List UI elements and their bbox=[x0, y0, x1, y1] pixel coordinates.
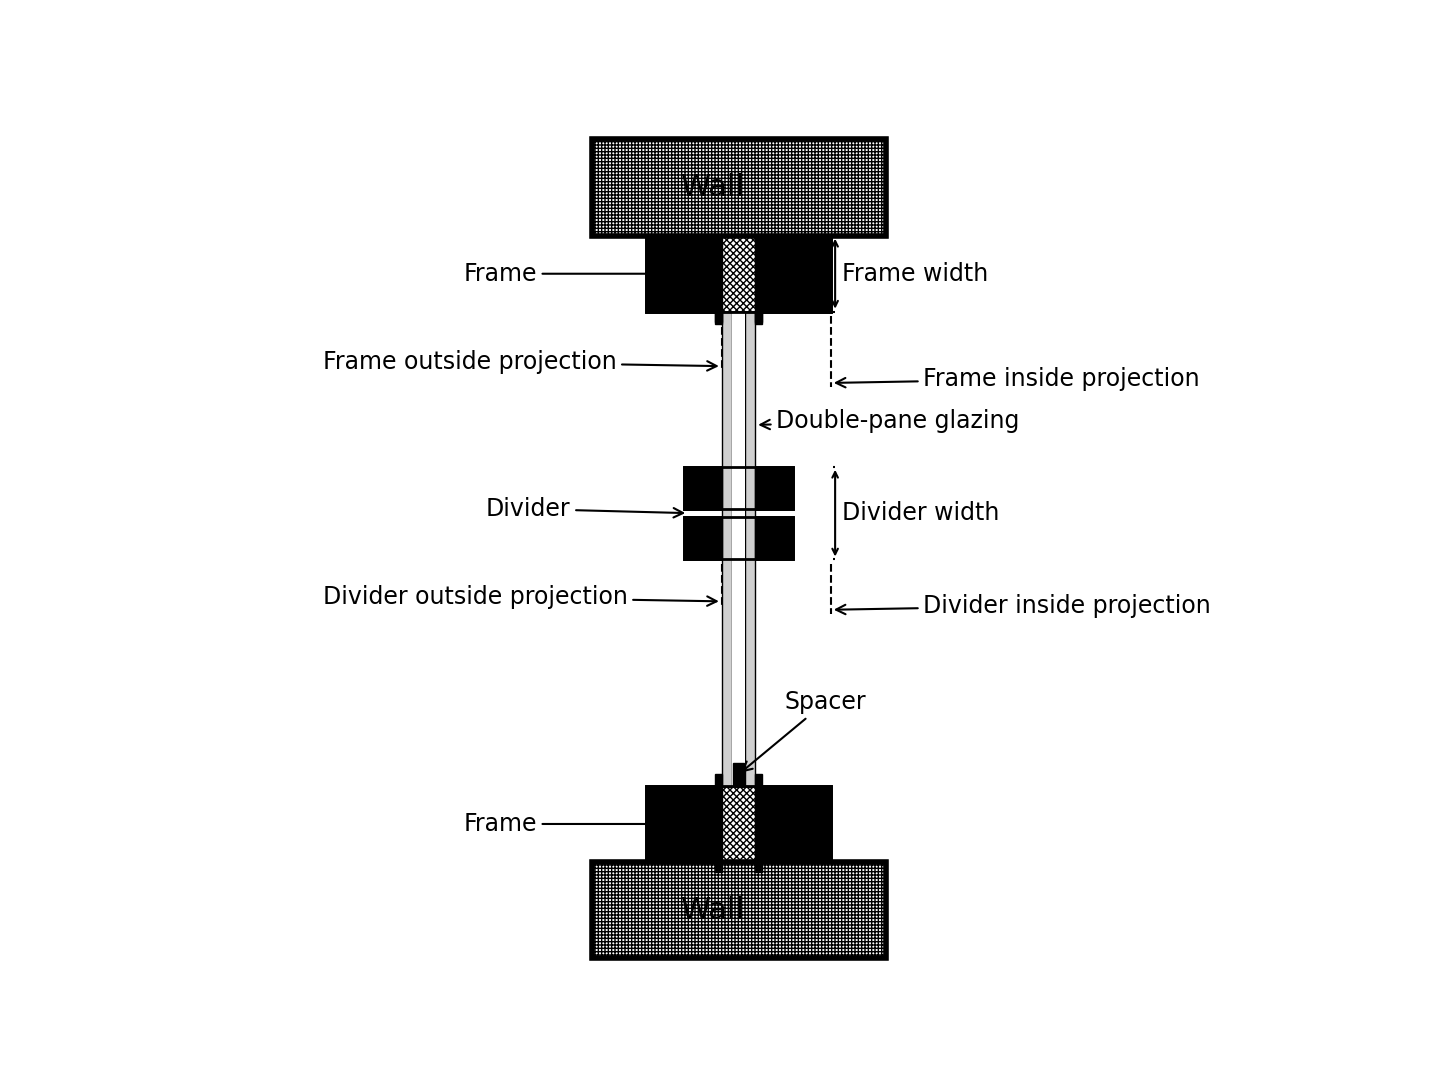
Text: Frame inside projection: Frame inside projection bbox=[836, 367, 1200, 391]
Bar bbox=[755, 312, 762, 322]
Bar bbox=[715, 774, 722, 787]
Bar bbox=[755, 774, 762, 787]
Text: Divider inside projection: Divider inside projection bbox=[836, 594, 1210, 618]
Text: Frame: Frame bbox=[464, 812, 661, 836]
Text: Frame outside projection: Frame outside projection bbox=[323, 350, 716, 374]
Bar bbox=[684, 467, 793, 508]
Bar bbox=[755, 862, 762, 872]
Bar bbox=[755, 236, 831, 312]
Text: Divider width: Divider width bbox=[842, 501, 999, 525]
Bar bbox=[732, 312, 745, 787]
Bar bbox=[684, 517, 722, 560]
Bar bbox=[646, 787, 722, 862]
Bar bbox=[591, 140, 886, 236]
Text: Divider: Divider bbox=[486, 497, 683, 520]
Bar bbox=[715, 312, 722, 324]
Text: Divider outside projection: Divider outside projection bbox=[323, 585, 716, 609]
Bar bbox=[684, 517, 793, 560]
Bar bbox=[646, 236, 722, 312]
Bar bbox=[715, 312, 722, 322]
Bar bbox=[591, 140, 886, 236]
Bar bbox=[755, 787, 831, 862]
Text: Spacer: Spacer bbox=[742, 691, 866, 771]
Bar bbox=[684, 467, 793, 508]
Bar bbox=[646, 787, 831, 862]
Bar bbox=[591, 862, 886, 958]
Bar bbox=[733, 763, 744, 787]
Bar bbox=[684, 467, 722, 508]
Text: Wall: Wall bbox=[682, 896, 745, 924]
Bar bbox=[646, 236, 831, 312]
Bar bbox=[755, 467, 793, 508]
Bar bbox=[755, 312, 762, 324]
Text: Wall: Wall bbox=[682, 173, 745, 202]
Text: Frame width: Frame width bbox=[842, 262, 989, 286]
Bar bbox=[745, 312, 755, 787]
Text: Frame: Frame bbox=[464, 262, 661, 286]
Bar bbox=[646, 236, 831, 312]
Bar bbox=[755, 517, 793, 560]
Bar bbox=[715, 862, 722, 872]
Text: Double-pane glazing: Double-pane glazing bbox=[761, 409, 1020, 433]
Bar bbox=[722, 312, 732, 787]
Bar bbox=[646, 787, 831, 862]
Bar bbox=[684, 517, 793, 560]
Bar bbox=[591, 862, 886, 958]
